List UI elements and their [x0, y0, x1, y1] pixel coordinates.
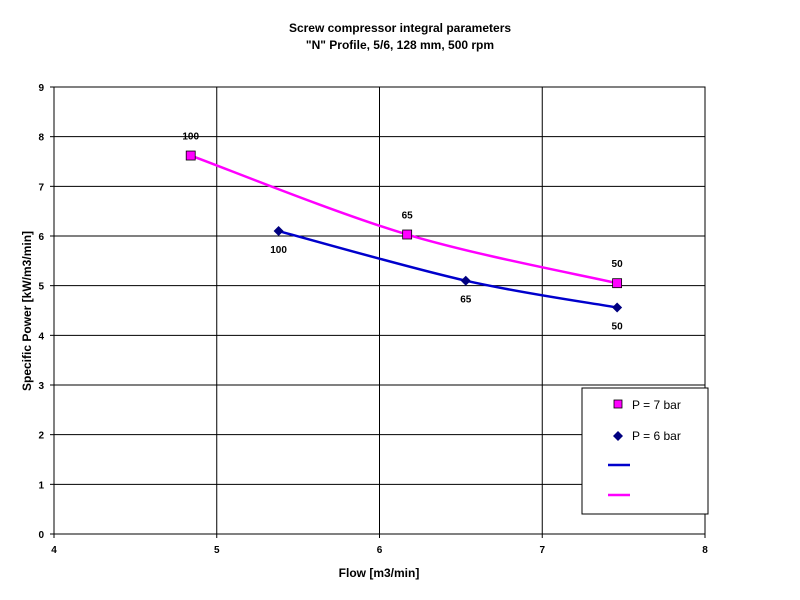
data-point-7bar — [402, 229, 413, 240]
legend-box — [581, 387, 709, 515]
grid — [54, 87, 705, 534]
legend-label-7bar: P = 7 bar — [632, 398, 681, 412]
y-tick-label: 9 — [38, 83, 44, 94]
series-layer: 100 65 50 100 65 50 — [182, 132, 623, 333]
y-tick-label: 7 — [38, 182, 44, 193]
y-tick-label: 5 — [38, 282, 44, 293]
data-point-6bar — [273, 226, 284, 237]
y-axis-title: Specific Power [kW/m3/min] — [20, 231, 34, 391]
y-tick-label: 3 — [38, 381, 44, 392]
chart-subtitle: "N" Profile, 5/6, 128 mm, 500 rpm — [306, 38, 494, 52]
data-label-7bar: 50 — [612, 259, 624, 270]
data-point-6bar — [460, 275, 471, 286]
legend: P = 7 bar P = 6 bar — [581, 387, 709, 515]
data-label-7bar: 100 — [182, 132, 199, 143]
chart-title: Screw compressor integral parameters — [289, 21, 511, 35]
data-label-6bar: 65 — [460, 295, 472, 306]
x-axis-ticks: 4 5 6 7 8 — [51, 534, 708, 556]
x-tick-label: 5 — [214, 545, 220, 556]
y-tick-label: 6 — [38, 232, 44, 243]
legend-marker-6bar — [613, 431, 623, 441]
data-label-7bar: 65 — [402, 211, 414, 222]
data-point-6bar — [612, 302, 623, 313]
x-tick-label: 6 — [377, 545, 383, 556]
y-tick-label: 0 — [38, 530, 44, 541]
x-tick-label: 4 — [51, 545, 57, 556]
data-label-6bar: 50 — [612, 322, 624, 333]
data-point-7bar — [612, 278, 623, 289]
y-tick-label: 4 — [38, 331, 44, 342]
x-tick-label: 8 — [702, 545, 708, 556]
data-label-6bar: 100 — [270, 245, 287, 256]
x-tick-label: 7 — [539, 545, 545, 556]
y-tick-label: 1 — [38, 480, 44, 491]
legend-label-6bar: P = 6 bar — [632, 429, 681, 443]
data-point-7bar — [185, 150, 196, 161]
y-tick-label: 8 — [38, 133, 44, 144]
x-axis-title: Flow [m3/min] — [339, 566, 420, 580]
legend-marker-7bar — [613, 399, 623, 409]
y-axis-ticks: 0 1 2 3 4 5 6 7 8 9 — [38, 83, 54, 541]
y-tick-label: 2 — [38, 431, 44, 442]
